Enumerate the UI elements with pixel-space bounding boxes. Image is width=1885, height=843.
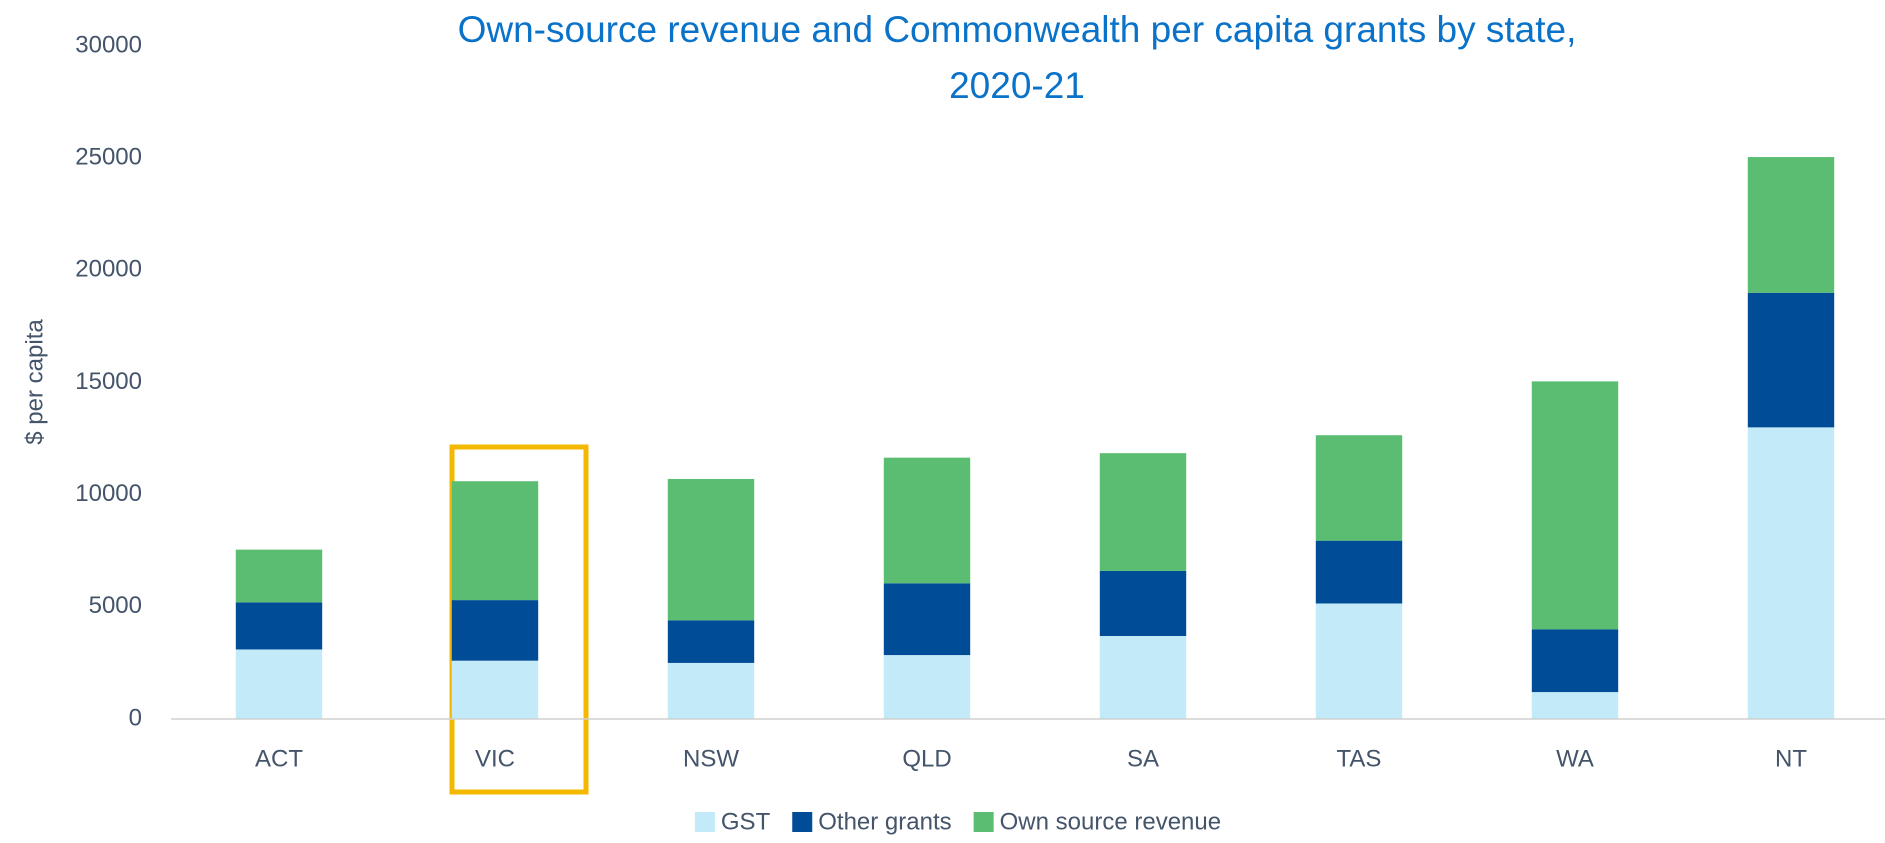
chart-title: Own-source revenue and Commonwealth per …	[457, 9, 1577, 106]
bar-segment	[1747, 292, 1835, 428]
x-tick-label: ACT	[255, 745, 303, 772]
bar-segment	[1747, 427, 1835, 719]
legend-label: GST	[721, 808, 771, 835]
x-tick-label: WA	[1556, 745, 1594, 772]
bar-segment	[451, 660, 539, 719]
bar-segment	[235, 649, 323, 719]
bar-segment	[1531, 692, 1619, 719]
x-tick-label: NSW	[683, 745, 739, 772]
x-tick-label: QLD	[902, 745, 951, 772]
y-axis-label: $ per capita	[21, 319, 48, 445]
bar-segment	[883, 655, 971, 719]
x-tick-label: VIC	[475, 745, 515, 772]
bar-segment	[667, 620, 755, 663]
bar-segment	[883, 583, 971, 656]
legend-label: Other grants	[818, 808, 951, 835]
bar-segment	[235, 602, 323, 650]
y-tick-label: 10000	[75, 480, 142, 507]
y-tick-label: 0	[129, 704, 142, 731]
bar-segment	[1099, 635, 1187, 719]
bar-segment	[1531, 629, 1619, 693]
bar-segment	[1099, 453, 1187, 571]
x-tick-label: SA	[1127, 745, 1159, 772]
legend-swatch	[792, 812, 813, 832]
y-tick-label: 15000	[75, 368, 142, 395]
y-tick-label: 30000	[75, 31, 142, 58]
legend-swatch	[973, 812, 994, 832]
bar-segment	[235, 549, 323, 603]
bar-segment	[451, 481, 539, 601]
legend-swatch	[694, 812, 715, 832]
y-tick-label: 5000	[89, 592, 142, 619]
y-tick-label: 20000	[75, 256, 142, 283]
x-tick-label: NT	[1775, 745, 1807, 772]
bar-segment	[667, 662, 755, 719]
bar-segment	[1747, 157, 1835, 293]
x-tick-label: TAS	[1337, 745, 1382, 772]
bar-segment	[1531, 381, 1619, 630]
legend-label: Own source revenue	[1000, 808, 1221, 835]
bar-segment	[667, 478, 755, 621]
bar-segment	[1099, 570, 1187, 636]
bar-segment	[883, 457, 971, 584]
bar-segment	[1315, 603, 1403, 719]
bar-segment	[451, 600, 539, 661]
bar-segment	[1315, 540, 1403, 604]
y-tick-label: 25000	[75, 144, 142, 171]
bar-segment	[1315, 435, 1403, 541]
